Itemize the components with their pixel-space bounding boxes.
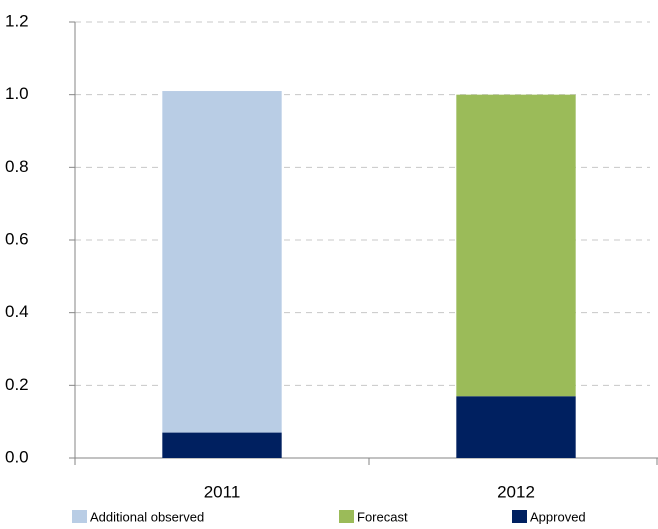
y-tick-label: 0.4 xyxy=(5,302,29,321)
y-tick-label: 0.2 xyxy=(5,375,29,394)
legend-label: Forecast xyxy=(357,509,408,524)
legend-swatch xyxy=(339,510,354,523)
x-tick-label: 2012 xyxy=(497,482,535,501)
y-tick-label: 1.2 xyxy=(5,11,29,30)
bar-segment xyxy=(162,432,282,458)
y-tick-label: 0.8 xyxy=(5,157,29,176)
y-tick-label: 0.0 xyxy=(5,447,29,466)
bar-segment xyxy=(162,91,282,433)
legend-label: Additional observed xyxy=(90,509,204,524)
legend-swatch xyxy=(512,510,527,523)
y-tick-label: 1.0 xyxy=(5,84,29,103)
legend-swatch xyxy=(72,510,87,523)
bar-segment xyxy=(456,396,576,458)
x-tick-label: 2011 xyxy=(204,482,241,501)
y-tick-label: 0.6 xyxy=(5,229,29,248)
legend-label: Approved xyxy=(530,509,586,524)
bar-segment xyxy=(456,94,576,397)
